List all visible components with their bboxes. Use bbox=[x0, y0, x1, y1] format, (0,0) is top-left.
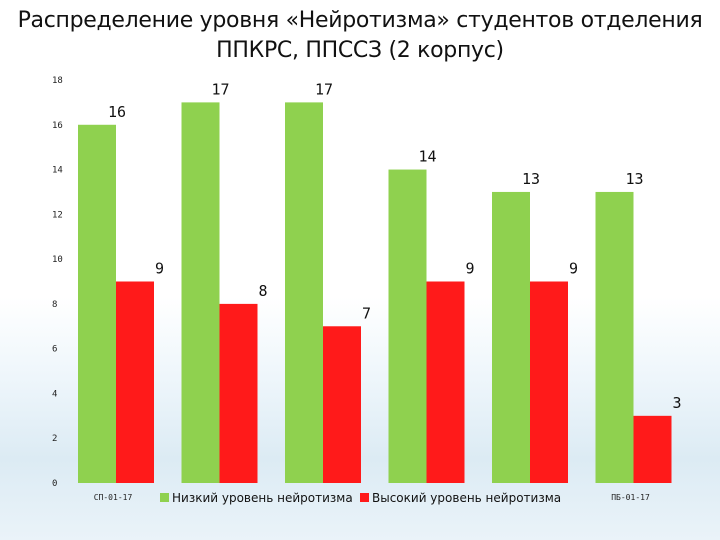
bar-low-level bbox=[595, 191, 634, 483]
chart-title: Распределение уровня «Нейротизма» студен… bbox=[0, 6, 720, 66]
data-labels: 16 9 17 8 17 7 14 9 13 9 13 3 bbox=[108, 80, 682, 411]
legend-label-high: Высокий уровень нейротизма bbox=[372, 491, 561, 505]
data-label: 7 bbox=[362, 304, 371, 322]
legend-label-low: Низкий уровень нейротизма bbox=[172, 491, 353, 505]
x-axis-labels: СП-01-17 ПБ-01-17 bbox=[94, 493, 650, 502]
data-label: 13 bbox=[522, 170, 540, 188]
y-tick-label: 4 bbox=[52, 389, 57, 399]
y-axis: 0 2 4 6 8 10 12 14 16 18 bbox=[52, 76, 63, 489]
data-label: 3 bbox=[672, 394, 681, 412]
data-label: 9 bbox=[465, 260, 474, 278]
y-tick-label: 16 bbox=[52, 121, 63, 131]
y-tick-label: 2 bbox=[52, 434, 57, 444]
bar-high-level bbox=[426, 281, 465, 483]
data-label: 17 bbox=[315, 80, 333, 98]
x-category-label: ПБ-01-17 bbox=[611, 493, 650, 502]
data-label: 16 bbox=[108, 103, 126, 121]
bar-low-level bbox=[492, 191, 530, 483]
y-tick-label: 14 bbox=[52, 166, 63, 176]
chart-title-line-1: Распределение уровня «Нейротизма» студен… bbox=[17, 8, 703, 33]
data-label: 17 bbox=[211, 80, 229, 98]
y-tick-label: 6 bbox=[52, 345, 57, 355]
y-tick-label: 10 bbox=[52, 255, 63, 265]
chart-title-line-2: ППКРС, ППССЗ (2 корпус) bbox=[216, 38, 504, 63]
data-label: 8 bbox=[258, 282, 267, 300]
data-label: 9 bbox=[155, 260, 164, 278]
bar-low-level bbox=[78, 124, 116, 484]
y-tick-label: 0 bbox=[52, 479, 57, 489]
bar-high-level bbox=[323, 326, 361, 483]
bar-low-level bbox=[181, 102, 220, 483]
bar-high-level bbox=[633, 415, 672, 483]
legend-swatch-low bbox=[160, 493, 169, 502]
data-label: 14 bbox=[418, 148, 436, 166]
data-label: 13 bbox=[625, 170, 643, 188]
y-tick-label: 8 bbox=[52, 300, 57, 310]
x-category-label: СП-01-17 bbox=[94, 493, 133, 502]
legend: Низкий уровень нейротизма Высокий уровень… bbox=[160, 491, 561, 505]
bar-high-level bbox=[530, 281, 568, 483]
y-tick-label: 12 bbox=[52, 210, 63, 220]
bar-high-level bbox=[219, 303, 258, 483]
y-tick-label: 18 bbox=[52, 76, 63, 86]
data-label: 9 bbox=[569, 260, 578, 278]
bar-low-level bbox=[285, 102, 323, 483]
bar-low-level bbox=[388, 169, 427, 484]
bar-high-level bbox=[116, 281, 154, 483]
bars bbox=[78, 102, 672, 484]
legend-swatch-high bbox=[360, 493, 369, 502]
